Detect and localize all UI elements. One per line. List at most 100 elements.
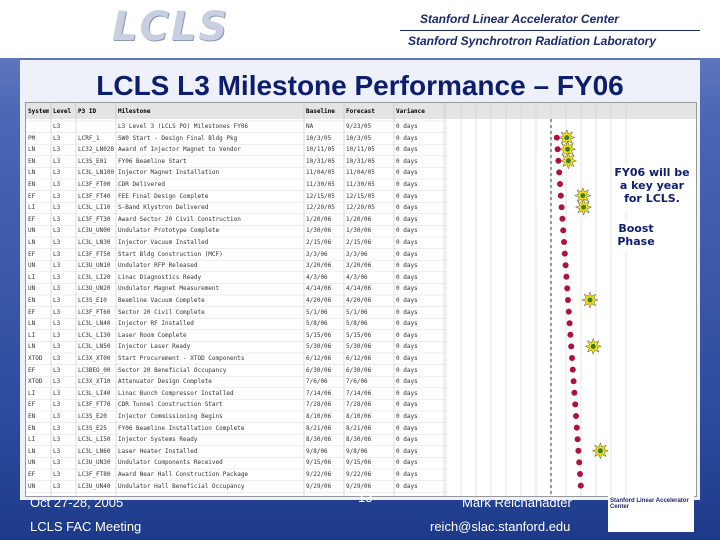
table-cell: 11/04/05 (346, 169, 375, 177)
table-cell: 0 days (396, 273, 418, 281)
table-cell: Award of Injector Magnet to Vendor (118, 146, 241, 154)
table-cell: EN (28, 297, 36, 304)
milestone-dot (572, 401, 579, 408)
milestone-dot (560, 227, 567, 234)
table-cell: 7/14/06 (346, 389, 372, 397)
table-cell: LC3BEO_00 (78, 366, 111, 374)
table-cell: Injector RF Installed (118, 320, 194, 328)
table-cell: FY06 Beamline Installation Complete (118, 424, 245, 432)
table-cell: 0 days (396, 331, 418, 339)
table-cell: EF (28, 192, 36, 200)
milestone-dot (556, 169, 563, 176)
table-cell: 12/15/05 (346, 192, 375, 200)
table-cell: XTOD (28, 378, 43, 386)
table-cell: EF (28, 308, 36, 316)
table-cell: 0 days (396, 123, 418, 130)
milestone-dot (565, 146, 571, 152)
table-cell: LN (28, 169, 36, 177)
table-cell: 2/15/06 (346, 239, 372, 246)
logo: LCLS (112, 4, 230, 50)
table-cell: 4/3/06 (306, 273, 328, 281)
table-cell: 4/3/06 (346, 273, 368, 281)
milestone-dot (570, 378, 577, 385)
table-cell: Award Near Hall Construction Package (118, 471, 249, 478)
milestone-dot (559, 215, 566, 222)
table-cell: 0 days (396, 308, 418, 316)
table-cell: 0 days (396, 471, 418, 478)
table-cell: 2/15/06 (306, 239, 332, 246)
table-cell: L3 (53, 285, 61, 293)
table-cell: EN (28, 424, 36, 432)
table-cell: EN (28, 413, 36, 420)
table-cell: L3 (53, 134, 61, 142)
table-cell: 1/20/06 (346, 215, 372, 223)
table-cell: L3 (53, 447, 61, 455)
table-cell: 0 days (396, 134, 418, 142)
table-cell: L3 (53, 366, 61, 374)
table-cell: 0 days (396, 262, 418, 270)
table-cell: 0 days (396, 239, 418, 246)
table-cell: Beamline Vacuum Complete (118, 297, 205, 304)
table-cell: 3/3/06 (346, 250, 368, 258)
table-cell: L3 (53, 389, 61, 397)
milestone-dot (565, 297, 571, 303)
table-cell: 3/3/06 (306, 250, 328, 258)
table-cell: LC3F_FT50 (78, 250, 111, 258)
table-cell: 4/14/06 (346, 285, 372, 293)
table-cell: L3 (53, 343, 61, 351)
column-header: Milestone (118, 108, 151, 115)
table-cell: 8/21/06 (346, 424, 372, 432)
milestone-dot (553, 134, 560, 141)
callout: FY06 will be a key year for LCLS. (612, 164, 692, 212)
table-cell: 10/31/05 (346, 157, 375, 165)
table-cell: LC3U_UN30 (78, 459, 111, 467)
table-cell: LC3X_XT00 (78, 355, 111, 362)
milestone-dot (577, 471, 583, 477)
table-cell: 9/29/06 (306, 482, 332, 490)
table-cell: 9/8/06 (346, 447, 368, 455)
milestone-dot (563, 273, 570, 280)
table-cell: L3 (53, 181, 61, 188)
milestone-table: System Level P3 ID Milestone Baseline Forecas… (25, 102, 697, 497)
table-cell: 5/15/06 (346, 331, 372, 339)
table-cell: Attenuator Design Complete (118, 378, 212, 386)
table-cell: 10/11/05 (346, 146, 375, 154)
footer-meeting: LCLS FAC Meeting (30, 519, 142, 534)
table-cell: UN (28, 227, 36, 235)
table-cell: XTOD (28, 355, 43, 362)
milestone-dot (564, 285, 571, 292)
table-cell: NA (306, 123, 314, 130)
table-cell: 8/30/06 (306, 436, 332, 444)
table-cell: L3 (53, 471, 61, 478)
table-cell: Linac Bunch Compressor Installed (118, 389, 234, 397)
table-cell: LN (28, 239, 36, 246)
milestone-dot (580, 193, 586, 199)
table-cell: 4/20/06 (346, 297, 372, 304)
table-cell: 10/3/05 (306, 134, 332, 142)
table-cell: 0 days (396, 215, 418, 223)
table-cell: 9/8/06 (306, 447, 328, 455)
table-cell: Injector Magnet Installation (118, 169, 220, 177)
table-cell: LC3L_LI10 (78, 204, 111, 212)
milestone-dot (573, 413, 579, 419)
table-cell: LC3F_FT70 (78, 401, 111, 409)
table-cell: 0 days (396, 401, 418, 409)
table-cell: LC3U_UN00 (78, 227, 111, 235)
table-cell: LI (28, 389, 36, 397)
table-cell: 0 days (396, 157, 418, 165)
table-cell: Start Procurement - XTOD Components (118, 355, 245, 362)
table-cell: 6/12/06 (346, 355, 372, 362)
table-cell: LC3F_FT40 (78, 192, 111, 200)
table-cell: 0 days (396, 227, 418, 235)
table-cell: Linac Diagnostics Ready (118, 273, 202, 281)
rule (400, 30, 700, 31)
column-header: Variance (396, 108, 425, 115)
table-cell: 0 days (396, 436, 418, 444)
table-cell: 9/29/06 (346, 482, 372, 490)
milestone-dot (581, 204, 587, 210)
table-cell: LC3F_FT80 (78, 471, 111, 478)
table-cell: 0 days (396, 204, 418, 212)
milestone-dot (576, 459, 583, 466)
table-cell: 10/3/05 (346, 134, 372, 142)
table-cell: 0 days (396, 297, 418, 304)
